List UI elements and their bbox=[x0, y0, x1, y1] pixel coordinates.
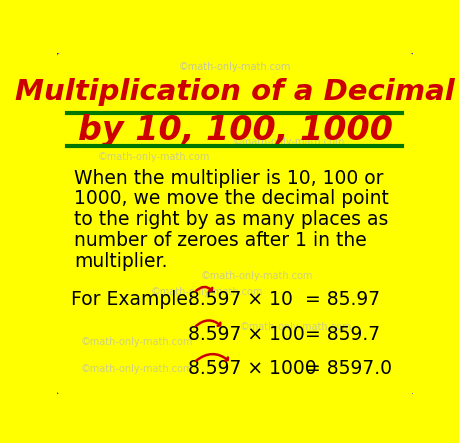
Text: 8.597 × 10: 8.597 × 10 bbox=[188, 290, 292, 309]
Text: to the right by as many places as: to the right by as many places as bbox=[74, 210, 389, 229]
Text: 8.597 × 100: 8.597 × 100 bbox=[188, 325, 304, 344]
Text: number of zeroes after 1 in the: number of zeroes after 1 in the bbox=[74, 231, 367, 250]
Text: ©math-only-math.com: ©math-only-math.com bbox=[179, 62, 291, 72]
Text: ©math-only-math.com: ©math-only-math.com bbox=[151, 287, 263, 297]
Text: = 859.7: = 859.7 bbox=[305, 325, 381, 344]
Text: When the multiplier is 10, 100 or: When the multiplier is 10, 100 or bbox=[74, 169, 384, 188]
Text: For Example:: For Example: bbox=[71, 290, 195, 309]
Text: ©math-only-math.com: ©math-only-math.com bbox=[201, 272, 313, 281]
Text: ©math-only-math.com: ©math-only-math.com bbox=[240, 322, 352, 331]
Text: = 85.97: = 85.97 bbox=[305, 290, 381, 309]
Text: = 8597.0: = 8597.0 bbox=[305, 359, 392, 378]
FancyBboxPatch shape bbox=[54, 50, 416, 397]
Text: 8.597 × 1000: 8.597 × 1000 bbox=[188, 359, 316, 378]
Text: ©math-only-math.com: ©math-only-math.com bbox=[81, 337, 193, 347]
Text: 1000, we move the decimal point: 1000, we move the decimal point bbox=[74, 190, 389, 209]
Text: Multiplication of a Decimal: Multiplication of a Decimal bbox=[15, 78, 455, 106]
Text: ©math-only-math.com: ©math-only-math.com bbox=[81, 364, 193, 374]
Text: ©math-only-math.com: ©math-only-math.com bbox=[97, 152, 210, 162]
Text: by 10, 100, 1000: by 10, 100, 1000 bbox=[78, 114, 393, 147]
Text: multiplier.: multiplier. bbox=[74, 252, 168, 271]
Text: ©math-only-math.com: ©math-only-math.com bbox=[232, 137, 345, 147]
